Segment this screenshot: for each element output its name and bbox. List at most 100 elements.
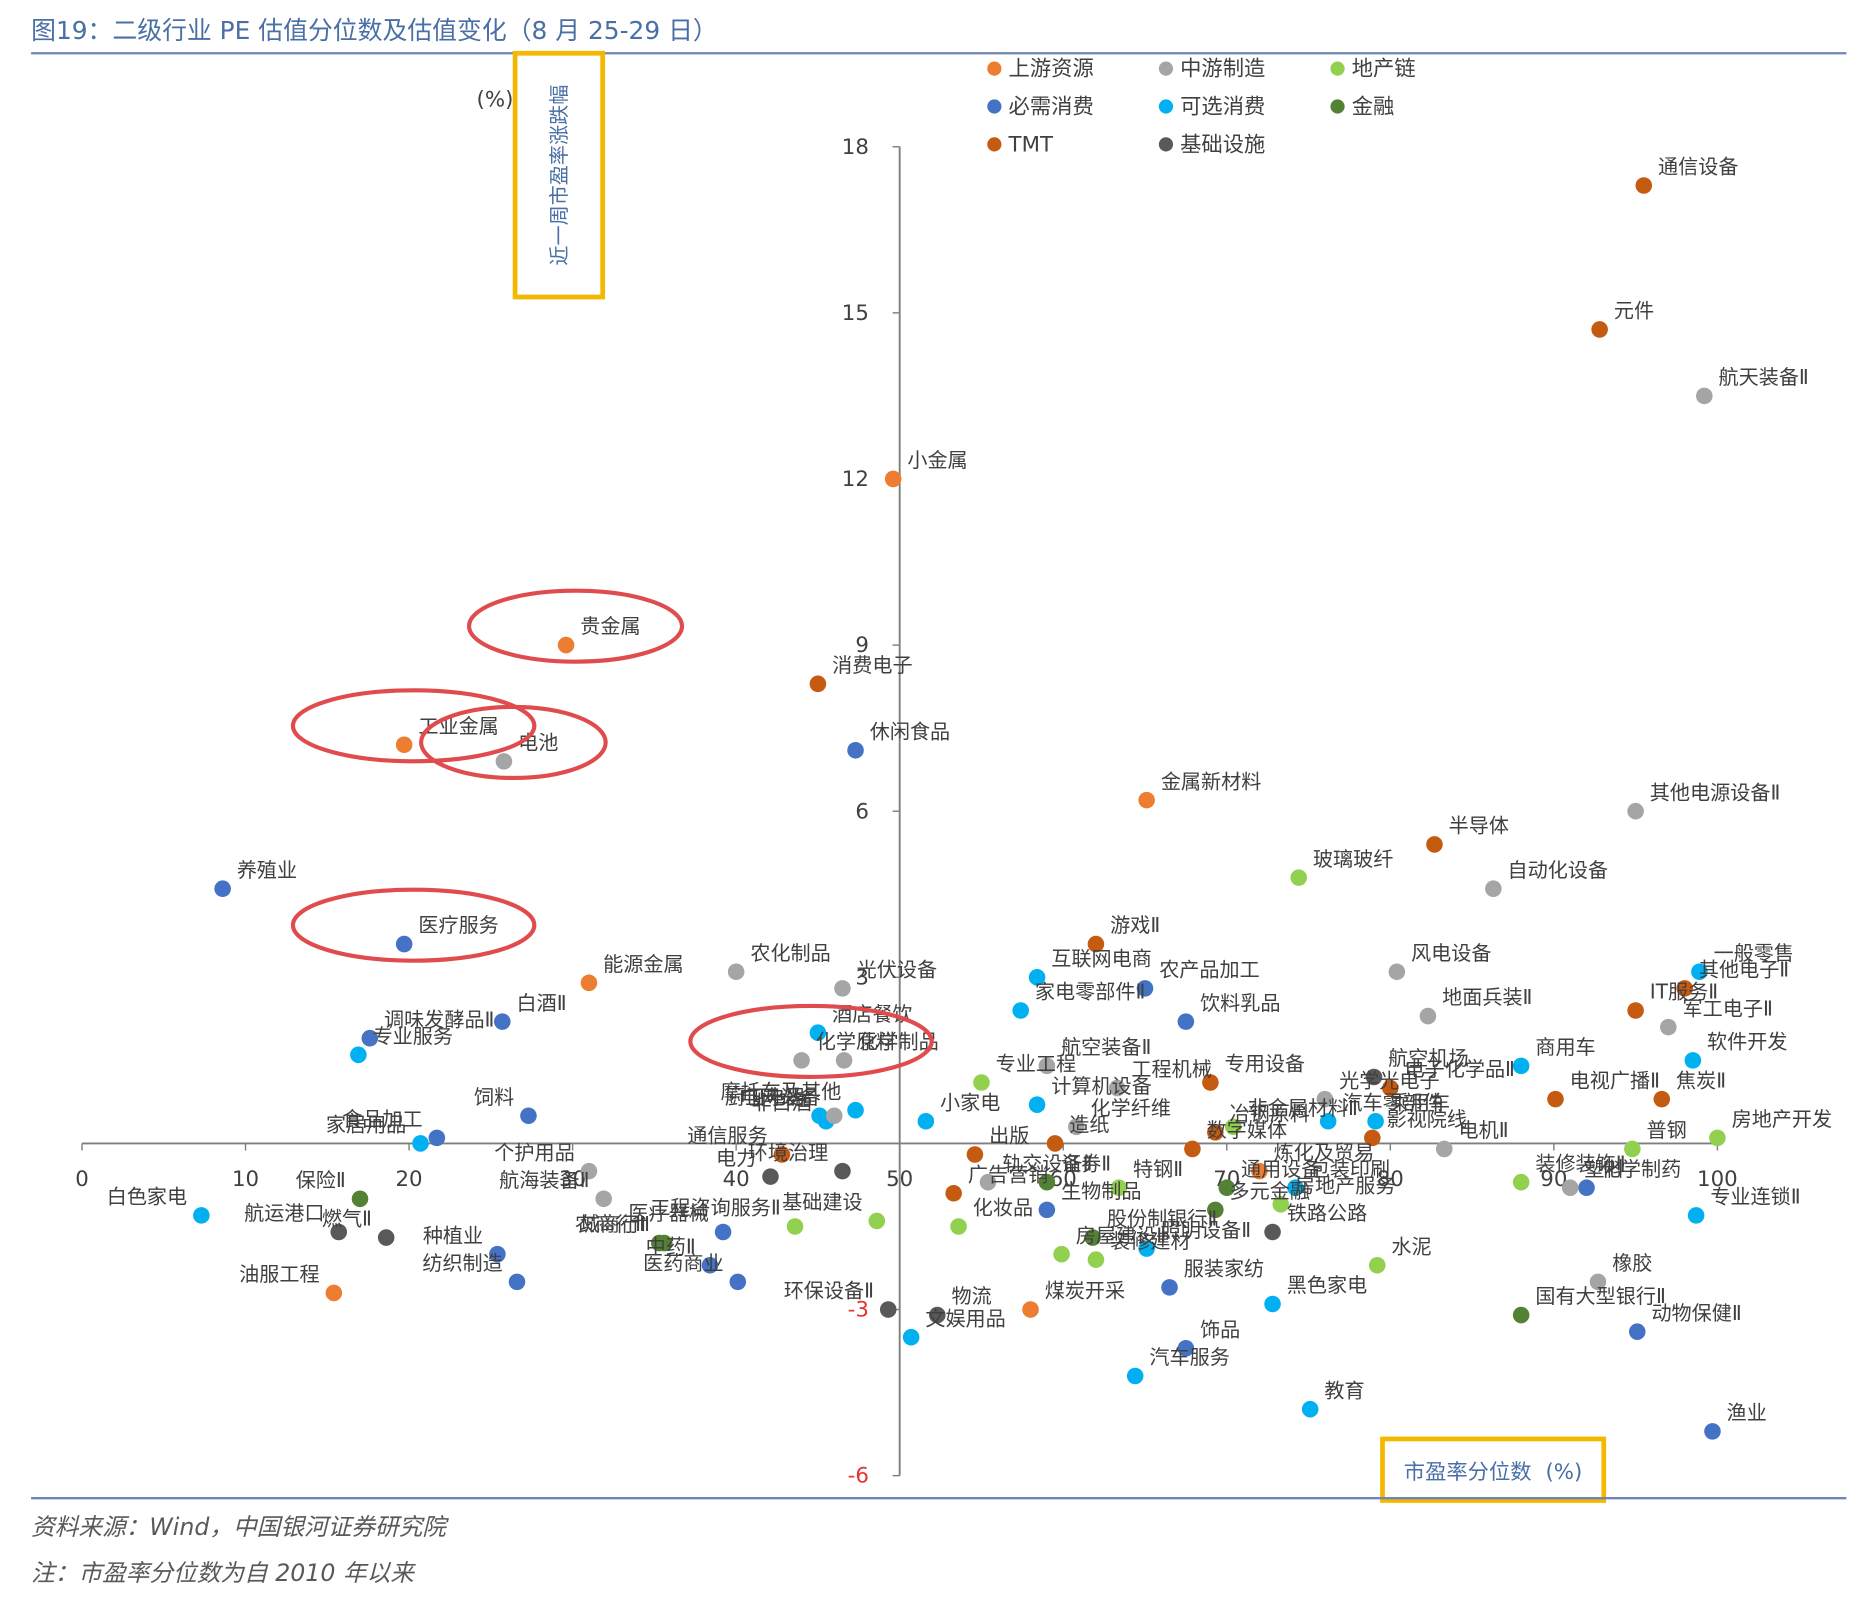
point-label: 种植业 xyxy=(423,1223,483,1247)
data-point xyxy=(1028,1096,1046,1113)
point-label: 冶钢原料 xyxy=(1230,1102,1310,1126)
data-point xyxy=(1038,1057,1056,1075)
data-point xyxy=(950,1218,967,1235)
legend-marker xyxy=(1158,61,1174,76)
data-point xyxy=(1653,1090,1671,1108)
data-point xyxy=(1110,1179,1128,1197)
data-point xyxy=(1624,1140,1641,1158)
point-label: 装修建材 xyxy=(1110,1229,1190,1253)
data-point xyxy=(1084,1229,1101,1246)
data-point xyxy=(835,1052,853,1069)
point-label: 农商行Ⅱ xyxy=(575,1212,645,1236)
data-point xyxy=(1635,177,1653,194)
legend-label: 上游资源 xyxy=(1009,57,1094,82)
data-point xyxy=(193,1207,210,1224)
data-point xyxy=(1628,1323,1646,1340)
point-label: 其他电子Ⅱ xyxy=(1699,958,1789,982)
point-label: 特钢Ⅱ xyxy=(1133,1157,1183,1181)
point-label: 电池 xyxy=(518,731,558,755)
point-label: 化学纤维 xyxy=(1091,1096,1171,1120)
data-point xyxy=(729,1273,747,1291)
figure-title: 图19：二级行业 PE 估值分位数及估值变化（8 月 25-29 日） xyxy=(31,16,718,45)
data-point xyxy=(361,1029,379,1047)
point-label: 造纸 xyxy=(1069,1113,1109,1137)
data-point xyxy=(1207,1201,1224,1219)
point-label: 通信设备 xyxy=(1658,155,1738,179)
legend-label: 必需消费 xyxy=(1009,95,1094,120)
x-tick-label: 20 xyxy=(396,1167,423,1192)
point-label: 国有大型银行Ⅱ xyxy=(1535,1284,1666,1308)
point-label: 化学原料 xyxy=(816,1030,896,1054)
data-point xyxy=(1068,1118,1085,1136)
data-point xyxy=(214,880,231,897)
point-label: 化学制药 xyxy=(1601,1157,1681,1181)
point-label: 小家电 xyxy=(940,1090,1000,1114)
data-point xyxy=(1319,1112,1337,1130)
data-point xyxy=(902,1328,920,1346)
highlight-ellipse xyxy=(466,588,685,664)
point-label: 贵金属 xyxy=(580,614,640,638)
point-label: 航空装备Ⅱ xyxy=(1061,1035,1151,1059)
point-label: 轨交设备Ⅱ xyxy=(1002,1151,1092,1175)
data-point xyxy=(773,1146,791,1163)
point-label: 元件 xyxy=(1614,299,1654,323)
point-label: 煤炭开采 xyxy=(1045,1279,1125,1303)
data-point xyxy=(1264,1295,1281,1313)
y-tick-label: 15 xyxy=(842,301,869,326)
data-point xyxy=(1485,880,1502,897)
x-tick-label: 80 xyxy=(1377,1167,1404,1192)
point-label: 食品加工 xyxy=(342,1107,422,1131)
point-label: 影视院线 xyxy=(1387,1107,1467,1131)
point-label: 调味发酵品Ⅱ xyxy=(384,1007,494,1031)
data-point xyxy=(1225,1118,1242,1136)
point-label: 航空机场 xyxy=(1388,1046,1468,1070)
y-tick-label: 12 xyxy=(842,467,869,492)
point-label: 数字媒体 xyxy=(1207,1118,1287,1142)
x-tick-label: 0 xyxy=(75,1167,89,1192)
data-point xyxy=(350,1046,367,1064)
legend-marker xyxy=(987,99,1002,114)
point-label: IT服务Ⅱ xyxy=(1650,980,1718,1004)
data-point xyxy=(1301,1400,1319,1418)
point-label: 水泥 xyxy=(1391,1234,1431,1258)
data-point xyxy=(1046,1135,1064,1152)
data-point xyxy=(1435,1140,1453,1158)
legend-label: 基础设施 xyxy=(1180,132,1265,157)
data-point xyxy=(495,753,513,770)
data-point xyxy=(1660,1018,1677,1036)
data-point xyxy=(1177,1340,1195,1357)
point-label: 生物制品 xyxy=(1061,1179,1141,1203)
highlight-ellipse xyxy=(419,704,608,780)
data-point xyxy=(1012,1002,1029,1019)
point-label: 装修装饰Ⅱ xyxy=(1535,1151,1625,1175)
point-label: 饲料 xyxy=(474,1085,514,1109)
data-point xyxy=(1691,963,1708,981)
legend-marker xyxy=(1158,137,1174,152)
x-axis-title-unit: (%) xyxy=(1545,1460,1582,1485)
data-point xyxy=(1365,1068,1383,1086)
point-label: 光伏设备 xyxy=(857,958,937,982)
data-point xyxy=(1547,1090,1564,1108)
point-label: 铁路公路 xyxy=(1287,1201,1367,1225)
point-label: 养殖业 xyxy=(237,858,297,882)
data-point xyxy=(973,1074,990,1091)
point-label: 专用设备 xyxy=(1225,1052,1305,1076)
point-label: 风电设备 xyxy=(1411,941,1491,965)
data-point xyxy=(1709,1129,1726,1147)
data-point xyxy=(412,1135,429,1152)
data-point xyxy=(494,1013,511,1030)
footnote: 注：市盈率分位数为自 2010 年以来 xyxy=(31,1559,416,1587)
data-point xyxy=(1207,1124,1224,1141)
legend-marker xyxy=(1330,99,1345,114)
data-point xyxy=(580,974,598,992)
highlight-annotations xyxy=(290,588,934,1080)
point-label: 家居用品 xyxy=(326,1113,406,1137)
point-label: 互联网电商 xyxy=(1051,946,1152,970)
point-label: 包装印刷 xyxy=(1310,1157,1390,1181)
data-point xyxy=(1512,1173,1530,1191)
data-point xyxy=(1512,1306,1530,1324)
x-tick-label: 100 xyxy=(1697,1167,1738,1192)
data-point xyxy=(595,1190,612,1208)
